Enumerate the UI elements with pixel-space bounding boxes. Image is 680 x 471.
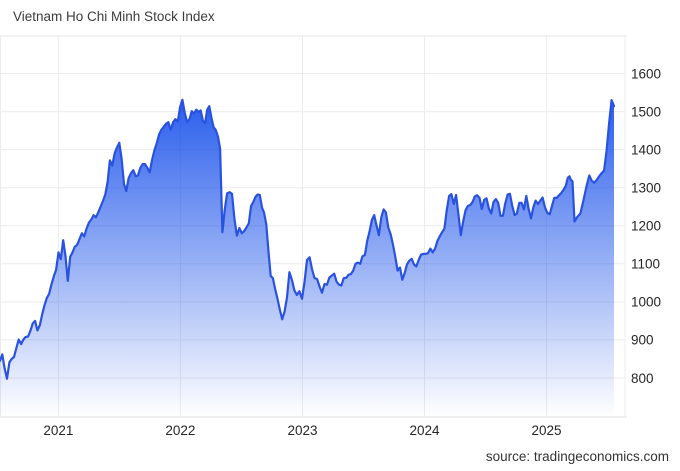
svg-text:2022: 2022 [165,423,195,438]
svg-text:Vietnam Ho Chi Minh Stock Inde: Vietnam Ho Chi Minh Stock Index [13,9,215,24]
svg-text:2023: 2023 [287,423,317,438]
svg-text:1000: 1000 [631,295,661,310]
svg-text:2025: 2025 [531,423,561,438]
svg-text:1200: 1200 [631,219,661,234]
svg-text:2024: 2024 [409,423,440,438]
svg-text:2021: 2021 [43,423,73,438]
svg-text:1100: 1100 [631,257,660,272]
svg-text:1500: 1500 [631,104,661,119]
svg-text:1600: 1600 [631,66,661,81]
svg-text:source: tradingeconomics.com: source: tradingeconomics.com [486,449,669,464]
svg-text:900: 900 [631,333,654,348]
svg-text:1300: 1300 [631,181,661,196]
svg-text:800: 800 [631,371,654,386]
svg-text:1400: 1400 [631,142,661,157]
